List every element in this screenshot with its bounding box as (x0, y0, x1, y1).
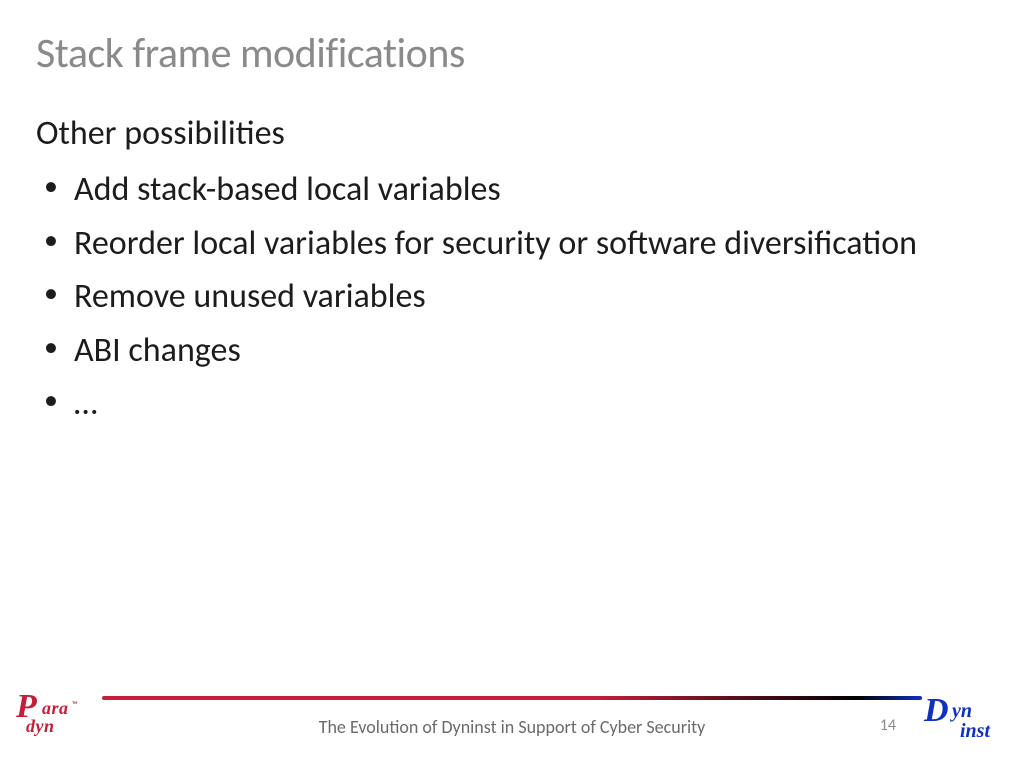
subheading: Other possibilities (36, 113, 988, 154)
list-item: … (40, 382, 988, 426)
list-item: Add stack-based local variables (40, 168, 988, 212)
page-number: 14 (880, 716, 896, 735)
divider-rule (102, 696, 922, 700)
slide-body: Other possibilities Add stack-based loca… (36, 113, 988, 426)
bullet-list: Add stack-based local variables Reorder … (36, 168, 988, 426)
trademark-icon: ™ (72, 700, 78, 710)
slide: Stack frame modifications Other possibil… (0, 0, 1024, 768)
footer-caption: The Evolution of Dyninst in Support of C… (0, 716, 1024, 738)
list-item: Reorder local variables for security or … (40, 222, 988, 266)
list-item: Remove unused variables (40, 275, 988, 319)
list-item: ABI changes (40, 329, 988, 373)
slide-title: Stack frame modifications (36, 28, 988, 79)
footer: P ara dyn ™ D yn inst The Evolution of D… (0, 692, 1024, 752)
